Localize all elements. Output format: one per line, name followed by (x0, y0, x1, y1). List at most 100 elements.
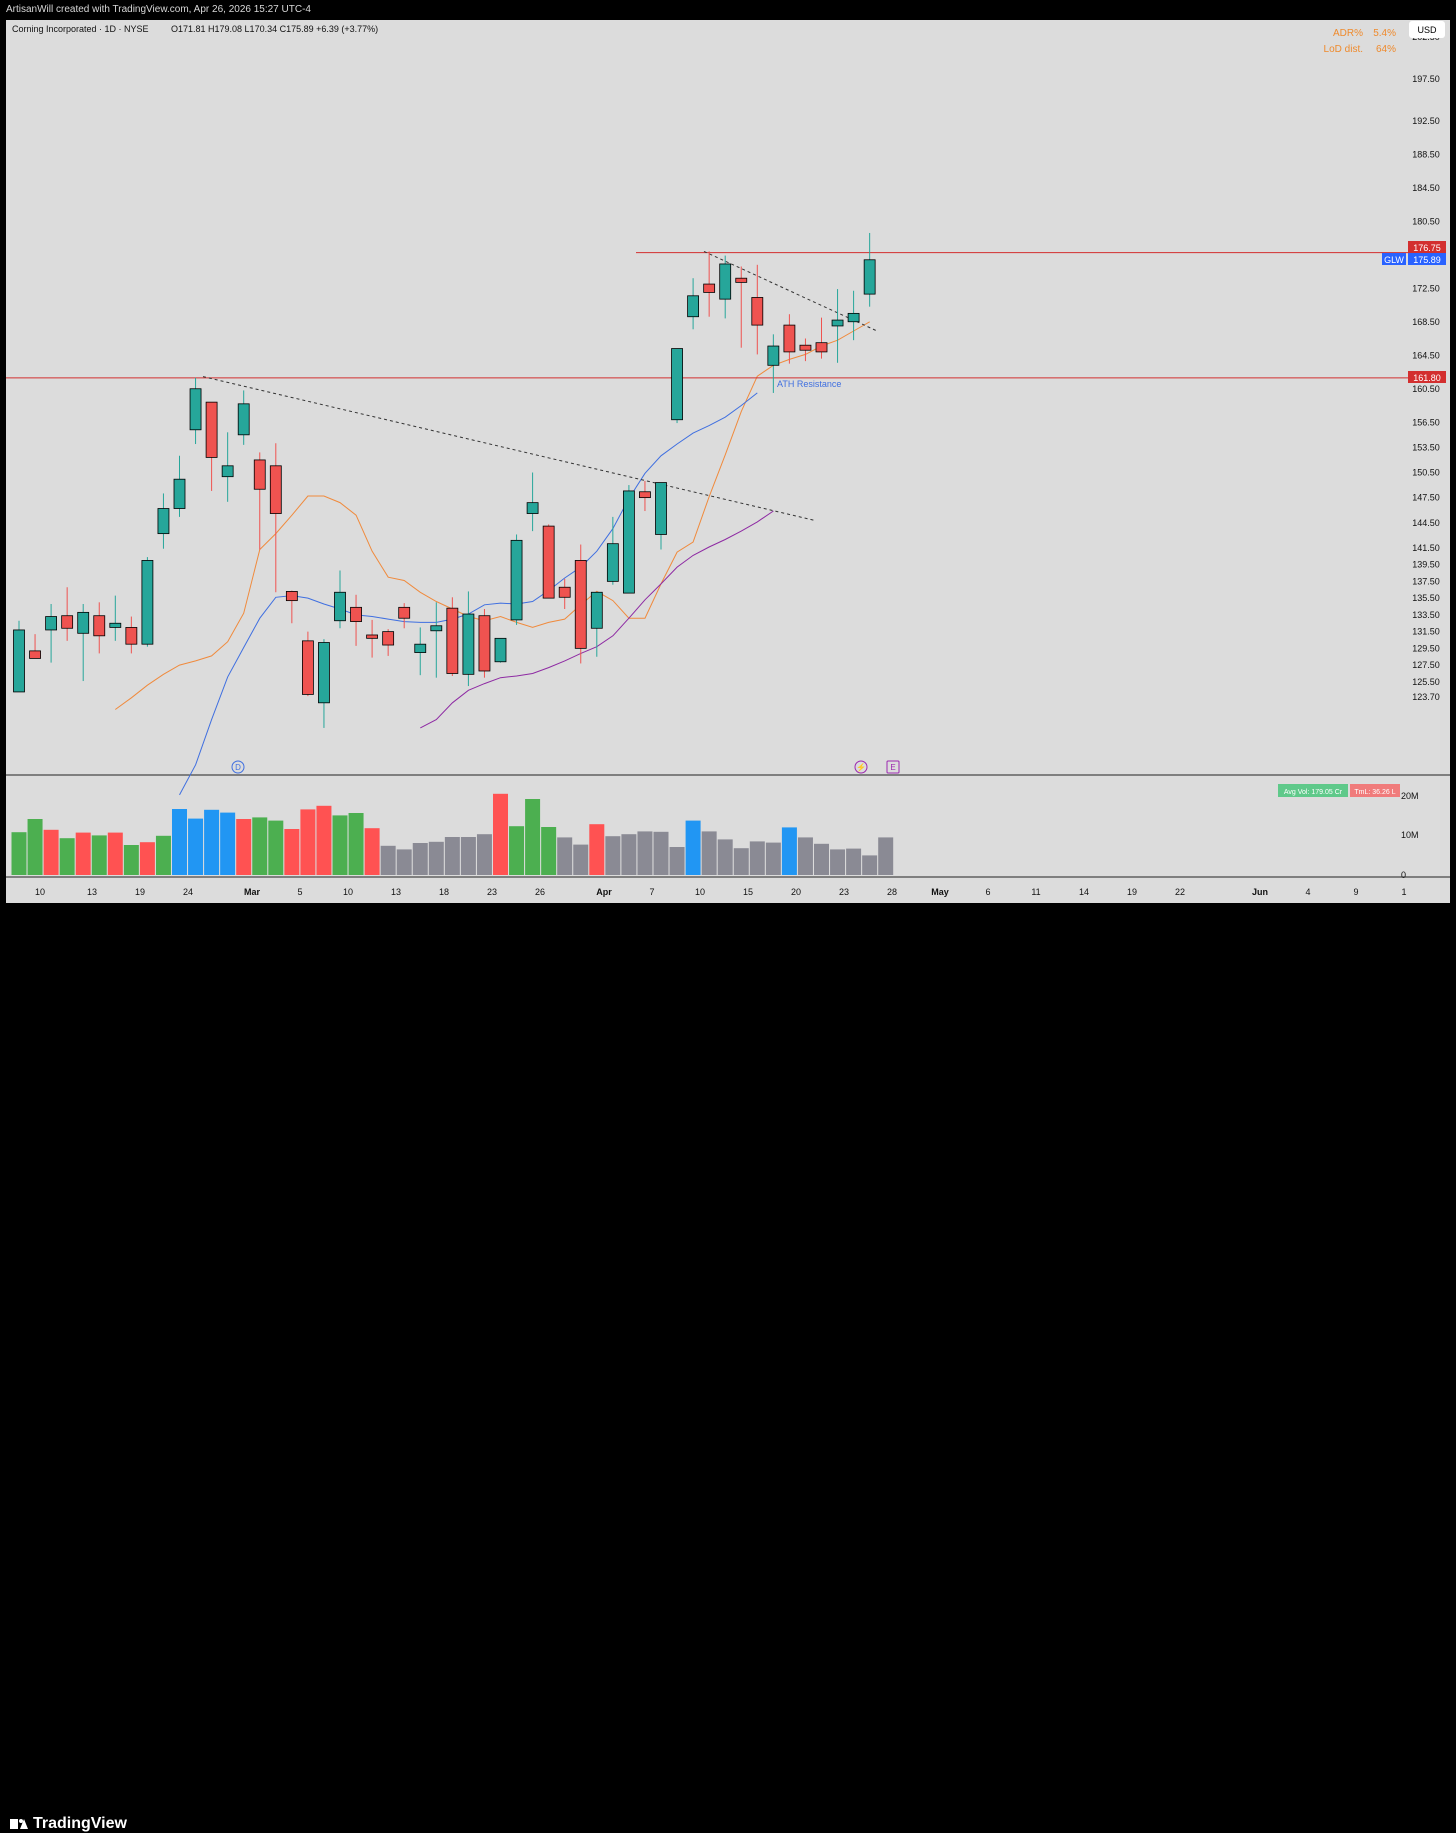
date-tick-label: Apr (596, 887, 612, 897)
ema-fast-line (115, 321, 870, 710)
volume-bar (765, 842, 781, 875)
volume-bar (573, 844, 589, 875)
earnings-marker-icon[interactable] (886, 760, 900, 774)
price-tick-label: 129.50 (1412, 643, 1440, 653)
price-tick-label: 160.50 (1412, 384, 1440, 394)
date-tick-label: 4 (1305, 887, 1310, 897)
currency-button[interactable] (1409, 21, 1445, 38)
candle-body (751, 297, 764, 326)
avg-volume-badge (1278, 784, 1348, 797)
price-tick-label: 164.50 (1412, 350, 1440, 360)
volume-bar (701, 831, 717, 875)
volume-bar (364, 828, 380, 875)
candle-body (301, 640, 314, 695)
candle-body (141, 560, 154, 645)
price-tick-label: 168.50 (1412, 317, 1440, 327)
volume-bar (188, 818, 204, 875)
candle-body (350, 606, 362, 622)
volume-bar (797, 837, 813, 875)
price-tick-label: 172.50 (1412, 283, 1440, 293)
price-tick-label: 139.50 (1412, 560, 1440, 570)
chart-frame[interactable]: 202.50197.50192.50188.50184.50180.50172.… (6, 20, 1450, 903)
candle-body (285, 591, 298, 602)
price-tick-label: 197.50 (1412, 74, 1440, 84)
candle-body (61, 615, 74, 629)
candle-body (815, 342, 828, 353)
grid-layer (6, 774, 1450, 878)
ticker-badge (1382, 253, 1406, 265)
price-tick-label: 144.50 (1412, 518, 1440, 528)
tml-badge (1350, 784, 1400, 797)
date-tick-label: 24 (183, 887, 193, 897)
date-tick-label: 7 (649, 887, 654, 897)
candle-body (366, 634, 379, 639)
tml-label: TmL: 36.26 L (1354, 789, 1395, 796)
volume-bar (460, 837, 476, 875)
candle-body (29, 650, 41, 659)
candle-body (253, 459, 266, 490)
volume-bar (300, 809, 316, 875)
candle-body (269, 465, 282, 514)
price-tick-label: 188.50 (1412, 149, 1440, 159)
volume-bar (781, 827, 797, 875)
dividend-marker-icon[interactable] (231, 760, 245, 774)
candle-body (590, 591, 603, 629)
volume-bar (621, 834, 637, 875)
date-tick-label: 1 (1401, 887, 1406, 897)
date-tick-label: 9 (1353, 887, 1358, 897)
ticker-label: GLW (1384, 255, 1404, 265)
volume-axis-label: 10M (1401, 830, 1419, 840)
volume-bar (428, 841, 444, 875)
date-tick-label: 18 (439, 887, 449, 897)
volume-bar (685, 820, 701, 875)
volume-bar (268, 820, 284, 875)
candle-body (703, 283, 716, 293)
lod-value: 64% (1376, 44, 1396, 55)
ath-price-badge (1408, 371, 1446, 383)
volume-bar (380, 845, 396, 875)
creator-credit: ArtisanWill created with TradingView.com… (6, 4, 311, 15)
candle-body (157, 508, 170, 535)
earnings-marker-label: E (890, 763, 895, 772)
candle-body (639, 491, 651, 499)
price-tick-label: 147.50 (1412, 493, 1440, 503)
candle-body (655, 482, 667, 535)
volume-bar (525, 799, 541, 875)
avg-volume-label: Avg Vol: 179.05 Cr (1284, 789, 1343, 796)
candle-body (189, 388, 202, 431)
volume-bar (669, 847, 685, 875)
tradingview-logo-icon (10, 1817, 28, 1831)
date-tick-label: 13 (391, 887, 401, 897)
candle-body (334, 591, 346, 622)
volume-bar (75, 832, 91, 875)
volume-bar (509, 826, 525, 875)
candle-body (606, 543, 619, 582)
volume-bar (653, 831, 669, 875)
candle-body (77, 611, 90, 634)
split-marker-icon[interactable] (854, 760, 868, 774)
tradingview-logo[interactable]: TradingView (10, 1815, 127, 1833)
price-tick-label: 184.50 (1412, 183, 1440, 193)
candle-body (799, 344, 812, 351)
volume-bar (493, 793, 508, 875)
candle-body (719, 263, 732, 300)
split-marker-label: ⚡ (856, 762, 866, 772)
price-chart[interactable]: 202.50197.50192.50188.50184.50180.50172.… (6, 20, 1450, 903)
price-tick-label: 153.50 (1412, 442, 1440, 452)
volume-bar (878, 837, 894, 875)
date-tick-label: 23 (839, 887, 849, 897)
price-tick-label: 192.50 (1412, 116, 1440, 126)
date-tick-label: May (931, 887, 949, 897)
date-tick-label: 23 (487, 887, 497, 897)
last-price-badge (1408, 253, 1446, 265)
candle-body (687, 295, 699, 318)
date-tick-label: 5 (297, 887, 302, 897)
volume-bar (332, 815, 348, 875)
volume-bar (123, 845, 139, 875)
volume-bar (220, 812, 236, 875)
date-tick-label: 19 (135, 887, 145, 897)
candle-body (173, 478, 186, 509)
volume-bar (11, 832, 27, 875)
trendline-layer (6, 250, 1408, 521)
volume-bar (348, 813, 364, 875)
